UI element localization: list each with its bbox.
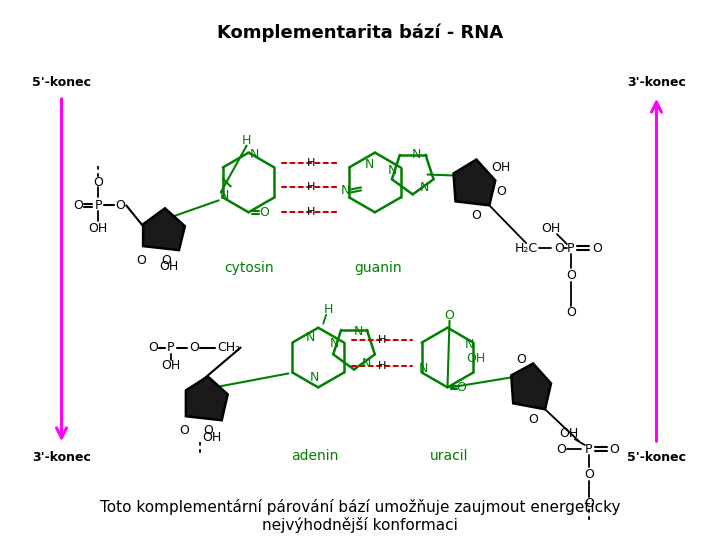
Text: adenin: adenin	[292, 449, 339, 463]
Text: 3'-konec: 3'-konec	[627, 76, 686, 89]
Text: Toto komplementární párování bází umožňuje zaujmout energeticky: Toto komplementární párování bází umožňu…	[100, 499, 620, 515]
Text: O: O	[179, 424, 189, 437]
Text: uracil: uracil	[431, 449, 469, 463]
Text: O: O	[584, 497, 594, 510]
Polygon shape	[143, 208, 185, 250]
Text: H: H	[323, 303, 333, 316]
Text: guanin: guanin	[354, 261, 402, 275]
Text: Komplementarita bází - RNA: Komplementarita bází - RNA	[217, 23, 503, 42]
Text: P: P	[94, 199, 102, 212]
Text: N: N	[341, 184, 350, 197]
Text: O: O	[444, 309, 454, 322]
Text: 3'-konec: 3'-konec	[32, 451, 91, 464]
Text: H₂C: H₂C	[515, 241, 538, 255]
Text: N: N	[310, 371, 319, 384]
Text: O: O	[516, 353, 526, 366]
Text: H: H	[307, 158, 315, 167]
Text: N: N	[220, 189, 230, 202]
Text: N: N	[330, 337, 339, 350]
Text: nejvýhodnější konformaci: nejvýhodnější konformaci	[262, 517, 458, 533]
Text: OH: OH	[559, 427, 579, 440]
Text: P: P	[585, 443, 593, 456]
Text: OH: OH	[466, 352, 485, 365]
Text: O: O	[203, 424, 212, 437]
Text: 5'-konec: 5'-konec	[32, 76, 91, 89]
Text: N: N	[305, 331, 315, 344]
Text: N: N	[364, 158, 374, 171]
Text: OH: OH	[202, 430, 221, 444]
Text: H: H	[307, 183, 315, 192]
Text: N: N	[464, 338, 474, 351]
Text: OH: OH	[541, 222, 561, 235]
Text: O: O	[161, 254, 171, 267]
Text: O: O	[566, 269, 576, 282]
Text: O: O	[592, 241, 602, 255]
Polygon shape	[511, 363, 551, 409]
Text: CH₂: CH₂	[217, 341, 240, 354]
Text: O: O	[472, 210, 482, 222]
Text: N: N	[419, 362, 428, 375]
Text: H: H	[307, 207, 315, 217]
Text: cytosin: cytosin	[224, 261, 274, 275]
Text: O: O	[556, 443, 566, 456]
Text: P: P	[567, 241, 575, 255]
Text: O: O	[115, 199, 125, 212]
Text: O: O	[496, 185, 506, 198]
Text: N: N	[354, 325, 363, 338]
Text: N: N	[388, 164, 397, 177]
Text: O: O	[554, 241, 564, 255]
Polygon shape	[454, 160, 495, 205]
Text: O: O	[136, 254, 146, 267]
Text: H: H	[378, 335, 386, 345]
Text: N: N	[420, 181, 429, 194]
Text: O: O	[148, 341, 158, 354]
Text: H: H	[378, 361, 386, 370]
Text: O: O	[528, 413, 538, 426]
Text: OH: OH	[492, 161, 511, 174]
Text: N: N	[412, 148, 421, 161]
Text: O: O	[584, 468, 594, 482]
Text: N: N	[250, 148, 259, 161]
Polygon shape	[186, 376, 228, 420]
Text: OH: OH	[159, 260, 179, 273]
Text: 5'-konec: 5'-konec	[627, 451, 686, 464]
Text: O: O	[189, 341, 199, 354]
Text: O: O	[94, 176, 103, 189]
Text: O: O	[73, 199, 84, 212]
Text: H: H	[242, 134, 251, 147]
Text: P: P	[167, 341, 175, 354]
Text: O: O	[566, 306, 576, 319]
Text: OH: OH	[161, 359, 181, 372]
Text: O: O	[259, 206, 269, 219]
Text: O: O	[610, 443, 620, 456]
Text: O: O	[456, 381, 467, 394]
Text: OH: OH	[89, 222, 108, 235]
Text: N: N	[361, 357, 371, 370]
